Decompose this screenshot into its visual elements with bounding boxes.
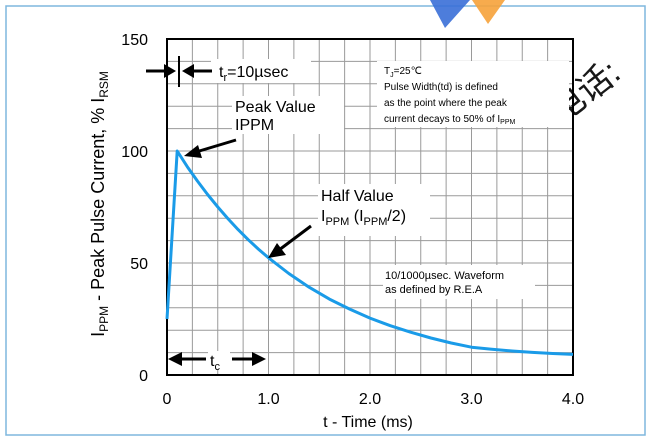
- y-axis-title: IPPM - Peak Pulse Current, % IRSM: [88, 71, 111, 337]
- waveform-line1: 10/1000µsec. Waveform: [385, 270, 504, 282]
- conditions-tj: TJ=25℃: [384, 66, 422, 79]
- x-tick-label: 0: [163, 391, 172, 408]
- tc-label: tc: [210, 353, 220, 373]
- tc-left-arrowhead: [168, 352, 182, 366]
- conditions-line2: Pulse Width(td) is defined: [384, 82, 498, 93]
- tc-right-arrowhead: [252, 352, 266, 366]
- half-label-line2: IPPM (IPPM/2): [321, 208, 406, 228]
- series-layer: [165, 149, 574, 356]
- y-tick-label: 0: [139, 368, 148, 385]
- half-arrowhead: [268, 243, 286, 258]
- tr-label-bg: [211, 59, 311, 83]
- y-tick-label: 100: [121, 144, 148, 161]
- half-label-bg: [318, 184, 430, 236]
- tr-right-arrowhead: [182, 64, 194, 78]
- x-tick-label: 1.0: [257, 391, 279, 408]
- half-arrow-shaft: [278, 224, 312, 252]
- tr-annotation: tr=10µsec: [146, 56, 288, 87]
- axis-ticks: 0 1.0 2.0 3.0 4.0 0 50 100 150: [121, 32, 584, 408]
- tr-left-arrowhead: [164, 64, 176, 78]
- peak-label-line1: Peak Value: [235, 99, 316, 116]
- waveform-annotation: 10/1000µsec. Waveform as defined by R.E.…: [385, 270, 504, 296]
- waveform-bg: [383, 265, 535, 299]
- y-tick-label: 50: [130, 256, 148, 273]
- plot-area: [166, 38, 574, 376]
- waveform-line2: as defined by R.E.A: [385, 284, 483, 296]
- conditions-annotation: TJ=25℃ Pulse Width(td) is defined as the…: [384, 66, 516, 126]
- outer-frame: [5, 5, 646, 436]
- half-label-line1: Half Value: [321, 188, 394, 205]
- peak-label-bg: [232, 96, 344, 134]
- watermark-logo-orange: [472, 0, 505, 24]
- peak-arrow-shaft: [195, 138, 237, 154]
- x-tick-label: 4.0: [562, 391, 584, 408]
- tc-annotation: tc: [168, 352, 266, 373]
- series-line: [165, 149, 574, 356]
- y-tick-label: 150: [121, 32, 148, 49]
- x-tick-label: 2.0: [359, 391, 381, 408]
- half-annotation: Half Value IPPM (IPPM/2): [268, 188, 406, 258]
- conditions-line4: current decays to 50% of IPPM: [384, 114, 516, 126]
- tc-label-bg: [208, 351, 230, 369]
- peak-label-line2: IPPM: [235, 117, 274, 134]
- x-tick-label: 3.0: [460, 391, 482, 408]
- peak-arrowhead: [184, 145, 202, 158]
- conditions-bg: [377, 61, 569, 127]
- tr-label: tr=10µsec: [219, 64, 288, 84]
- conditions-line3: as the point where the peak: [384, 98, 508, 109]
- peak-annotation: Peak Value IPPM: [184, 99, 316, 158]
- plot-border: [166, 38, 574, 376]
- x-axis-title: t - Time (ms): [323, 414, 413, 431]
- watermark-logo-blue: [430, 0, 470, 28]
